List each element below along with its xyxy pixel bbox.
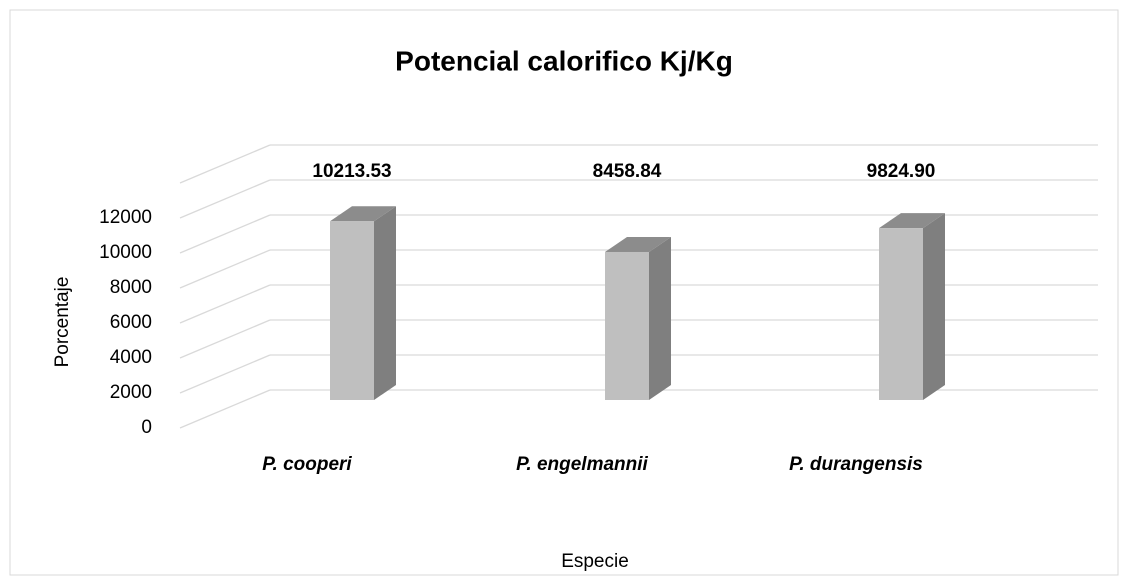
- x-tick-label: P. durangensis: [789, 454, 923, 475]
- bar-side: [923, 213, 945, 400]
- chart-frame: [9, 9, 1119, 576]
- y-tick-label: 4000: [110, 347, 152, 368]
- y-axis-title: Porcentaje: [52, 277, 73, 368]
- bar-side: [374, 206, 396, 400]
- y-tick-label: 12000: [99, 207, 152, 228]
- bar: [605, 251, 649, 400]
- value-label: 10213.53: [312, 161, 391, 182]
- x-tick-label: P. cooperi: [262, 454, 352, 475]
- grid-line: [179, 179, 271, 219]
- grid-line: [179, 354, 271, 394]
- bar-side: [649, 236, 671, 400]
- value-label: 9824.90: [867, 161, 936, 182]
- grid-line: [179, 249, 271, 289]
- y-tick-label: 2000: [110, 382, 152, 403]
- bar: [330, 221, 374, 400]
- grid-line: [179, 144, 271, 184]
- x-tick-label: P. engelmannii: [516, 454, 648, 475]
- bar: [879, 228, 923, 400]
- bar-top: [330, 206, 396, 222]
- y-tick-label: 6000: [110, 312, 152, 333]
- chart-title: Potencial calorifico Kj/Kg: [395, 45, 733, 76]
- grid-line: [179, 214, 271, 254]
- x-axis-title: Especie: [561, 551, 629, 572]
- bar-top: [879, 213, 945, 229]
- y-tick-label: 0: [141, 417, 152, 438]
- grid-line: [179, 389, 271, 429]
- grid-line: [179, 319, 271, 359]
- y-tick-label: 10000: [99, 242, 152, 263]
- bar-top: [605, 236, 671, 252]
- y-tick-label: 8000: [110, 277, 152, 298]
- grid-line: [179, 284, 271, 324]
- value-label: 8458.84: [593, 161, 662, 182]
